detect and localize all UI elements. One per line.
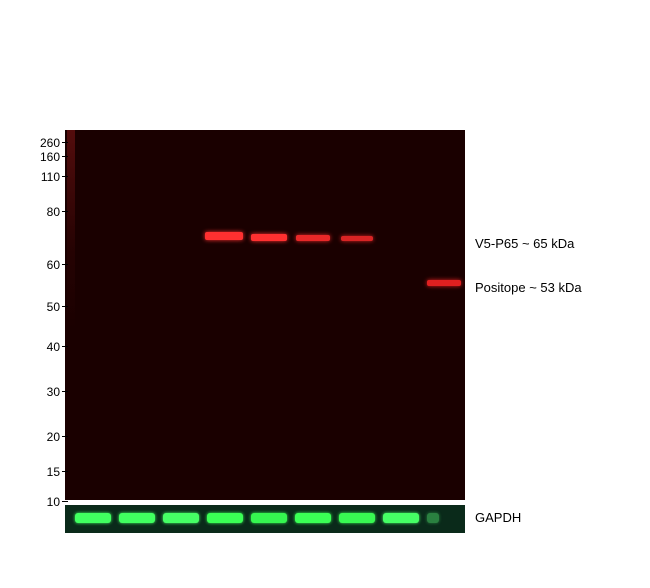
band-annotation: Positope ~ 53 kDa [475,280,582,295]
blot-image [65,130,465,500]
mw-marker-30: 30 [28,385,60,399]
mw-marker-dash [62,142,68,143]
mw-marker-110: 110 [28,170,60,184]
gapdh-band [207,513,243,523]
blot-band [427,280,461,286]
mw-marker-15: 15 [28,465,60,479]
mw-marker-10: 10 [28,495,60,509]
mw-marker-260: 260 [28,136,60,150]
gapdh-band [119,513,155,523]
gapdh-band [163,513,199,523]
gapdh-label: GAPDH [475,510,521,525]
mw-marker-dash [62,346,68,347]
lane-labels-area: Untransfected (50ug)Vector alone (50ug)V… [0,0,650,130]
gapdh-band [251,513,287,523]
mw-marker-80: 80 [28,205,60,219]
mw-marker-20: 20 [28,430,60,444]
mw-marker-dash [62,391,68,392]
blot-band [205,232,243,240]
blot-band [341,236,373,241]
mw-marker-40: 40 [28,340,60,354]
mw-marker-dash [62,471,68,472]
mw-marker-dash [62,211,68,212]
mw-marker-dash [62,176,68,177]
mw-marker-dash [62,436,68,437]
gapdh-blot [65,505,465,533]
mw-marker-dash [62,501,68,502]
mw-marker-160: 160 [28,150,60,164]
blot-band [296,235,330,241]
mw-marker-dash [62,264,68,265]
gapdh-band [295,513,331,523]
band-annotation: V5-P65 ~ 65 kDa [475,236,574,251]
mw-marker-dash [62,306,68,307]
mw-marker-60: 60 [28,258,60,272]
gapdh-band [383,513,419,523]
mw-marker-dash [62,156,68,157]
gapdh-band [427,513,439,523]
mw-marker-50: 50 [28,300,60,314]
gapdh-band [75,513,111,523]
blot-band [251,234,287,241]
gapdh-band [339,513,375,523]
figure-container: Untransfected (50ug)Vector alone (50ug)V… [0,0,650,588]
